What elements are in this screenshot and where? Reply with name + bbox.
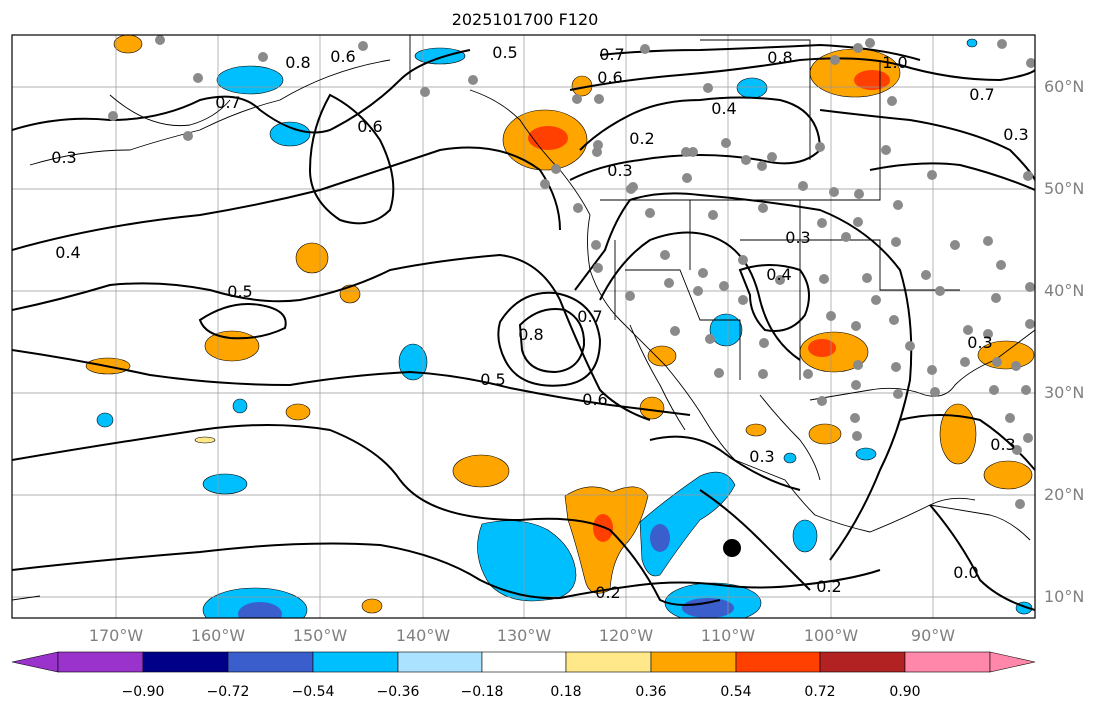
lat-label: 30°N	[1044, 383, 1085, 402]
svg-text:0.6: 0.6	[582, 390, 607, 409]
map-title: 2025101700 F120	[451, 10, 599, 29]
colorbar-tick-label: 0.18	[550, 684, 582, 700]
lon-label: 150°W	[292, 626, 348, 645]
svg-text:0.3: 0.3	[749, 447, 774, 466]
svg-text:0.3: 0.3	[967, 333, 992, 352]
svg-text:0.4: 0.4	[711, 99, 736, 118]
colorbar-tick-label: 0.54	[720, 684, 752, 700]
svg-text:0.5: 0.5	[227, 282, 252, 301]
colorbar-tick-label: −0.18	[460, 684, 504, 700]
colorbar-bin	[565, 651, 652, 673]
lat-label: 50°N	[1044, 179, 1085, 198]
colorbar-extend-low	[11, 651, 59, 673]
svg-text:0.4: 0.4	[766, 265, 791, 284]
lon-label: 160°W	[190, 626, 246, 645]
svg-text:0.2: 0.2	[595, 583, 620, 602]
colorbar-bin	[397, 651, 483, 673]
colorbar-tick-label: −0.36	[376, 684, 420, 700]
lon-label: 100°W	[803, 626, 859, 645]
lon-label: 90°W	[910, 626, 956, 645]
colorbar-tick-label: 0.90	[889, 684, 921, 700]
colorbar-bin	[312, 651, 399, 673]
colorbar-bin	[735, 651, 821, 673]
svg-text:0.3: 0.3	[607, 161, 632, 180]
lat-label: 60°N	[1044, 77, 1085, 96]
colorbar-bin	[819, 651, 906, 673]
colorbar-bin	[481, 651, 567, 673]
svg-text:0.0: 0.0	[953, 563, 978, 582]
lon-label: 110°W	[700, 626, 756, 645]
svg-text:0.5: 0.5	[492, 43, 517, 62]
colorbar-bin	[650, 651, 737, 673]
lat-label: 40°N	[1044, 281, 1085, 300]
colorbar-tick-label: 0.36	[635, 684, 667, 700]
svg-text:0.8: 0.8	[285, 53, 310, 72]
contour-labels: 0.8 0.6 0.7 0.5 0.7 0.6 0.8 1.0 0.7 0.4 …	[51, 43, 1028, 602]
svg-text:0.6: 0.6	[330, 47, 355, 66]
svg-text:0.5: 0.5	[480, 370, 505, 389]
station-markers	[108, 35, 1035, 509]
svg-text:0.4: 0.4	[55, 243, 80, 262]
svg-text:0.7: 0.7	[215, 93, 240, 112]
lat-label: 10°N	[1044, 587, 1085, 606]
svg-text:0.7: 0.7	[599, 45, 624, 64]
svg-text:0.2: 0.2	[816, 577, 841, 596]
svg-text:0.7: 0.7	[577, 307, 602, 326]
colorbar-bin	[904, 651, 991, 673]
svg-text:0.3: 0.3	[51, 148, 76, 167]
colorbar-tick-label: −0.72	[206, 684, 250, 700]
lon-label: 170°W	[88, 626, 144, 645]
svg-text:0.3: 0.3	[990, 435, 1015, 454]
svg-text:0.3: 0.3	[1003, 125, 1028, 144]
svg-text:1.0: 1.0	[882, 53, 907, 72]
svg-text:0.2: 0.2	[629, 129, 654, 148]
colorbar-bin	[142, 651, 229, 673]
svg-text:0.7: 0.7	[969, 85, 994, 104]
map-frame	[11, 34, 1036, 619]
lat-label: 20°N	[1044, 485, 1085, 504]
lon-label: 140°W	[395, 626, 451, 645]
contour-lines	[12, 43, 1035, 611]
lon-label: 130°W	[496, 626, 552, 645]
svg-text:0.8: 0.8	[518, 325, 543, 344]
storm-center-marker	[723, 539, 741, 557]
colorbar-tick-label: −0.90	[121, 684, 165, 700]
colorbar	[11, 651, 1036, 673]
colorbar-tick-label: 0.72	[804, 684, 836, 700]
colorbar-tick-label: −0.54	[291, 684, 335, 700]
svg-text:0.3: 0.3	[785, 228, 810, 247]
colorbar-extend-high	[989, 651, 1036, 673]
lon-label: 120°W	[598, 626, 654, 645]
colorbar-bin	[227, 651, 314, 673]
svg-text:0.8: 0.8	[767, 48, 792, 67]
svg-text:0.6: 0.6	[357, 117, 382, 136]
svg-text:0.6: 0.6	[597, 68, 622, 87]
colorbar-bin	[57, 651, 144, 673]
